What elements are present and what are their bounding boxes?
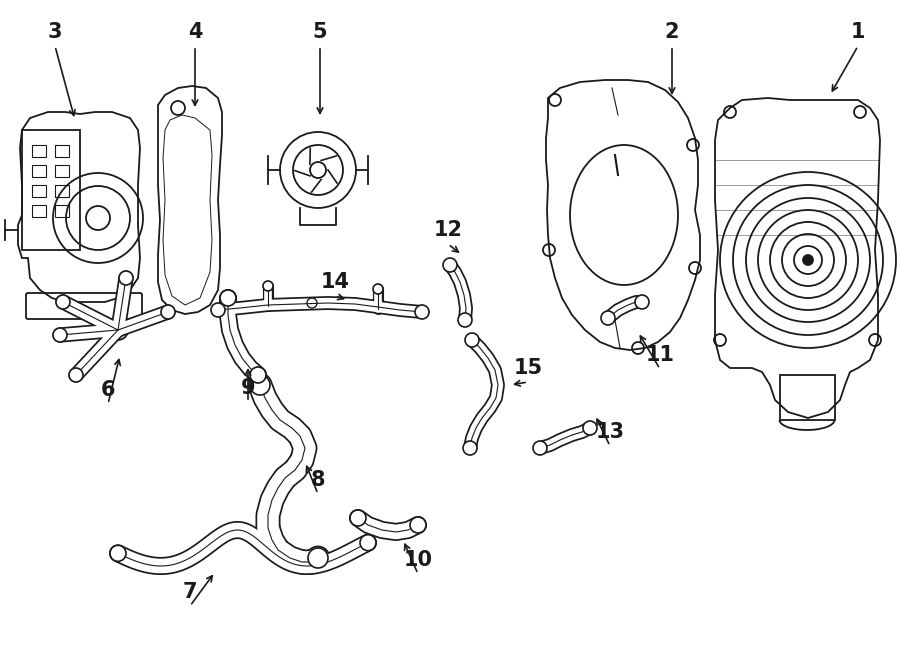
Circle shape <box>635 295 649 309</box>
Circle shape <box>250 375 270 395</box>
Circle shape <box>308 548 328 568</box>
Text: 12: 12 <box>434 220 463 240</box>
Circle shape <box>373 284 383 294</box>
Bar <box>32 165 46 177</box>
Bar <box>32 185 46 197</box>
Bar <box>55 145 69 157</box>
Text: 14: 14 <box>320 272 349 292</box>
Text: 5: 5 <box>312 22 328 42</box>
Text: 11: 11 <box>645 345 674 365</box>
Circle shape <box>161 305 175 319</box>
Circle shape <box>53 328 67 342</box>
Circle shape <box>465 333 479 347</box>
Text: 1: 1 <box>850 22 865 42</box>
Text: 15: 15 <box>513 358 543 378</box>
Text: 8: 8 <box>310 470 325 490</box>
Text: 13: 13 <box>596 422 625 442</box>
Bar <box>55 205 69 217</box>
Circle shape <box>533 441 547 455</box>
Circle shape <box>110 545 126 561</box>
Circle shape <box>583 421 597 435</box>
Circle shape <box>443 258 457 272</box>
Circle shape <box>69 368 83 382</box>
Circle shape <box>250 367 266 383</box>
Circle shape <box>360 535 376 551</box>
Circle shape <box>119 271 133 285</box>
Circle shape <box>415 305 429 319</box>
Circle shape <box>803 255 813 265</box>
Circle shape <box>601 311 615 325</box>
Text: 4: 4 <box>188 22 202 42</box>
Circle shape <box>263 281 273 291</box>
Circle shape <box>463 441 477 455</box>
Text: 3: 3 <box>48 22 62 42</box>
Bar <box>32 145 46 157</box>
Circle shape <box>410 517 426 533</box>
Bar <box>55 165 69 177</box>
Text: 2: 2 <box>665 22 680 42</box>
Bar <box>32 205 46 217</box>
Text: 10: 10 <box>403 550 433 570</box>
Circle shape <box>458 313 472 327</box>
Text: 6: 6 <box>101 380 115 400</box>
Circle shape <box>220 290 236 306</box>
Circle shape <box>211 303 225 317</box>
Text: 9: 9 <box>240 378 256 398</box>
Circle shape <box>350 510 366 526</box>
Text: 7: 7 <box>183 582 197 602</box>
Circle shape <box>56 295 70 309</box>
Bar <box>55 185 69 197</box>
